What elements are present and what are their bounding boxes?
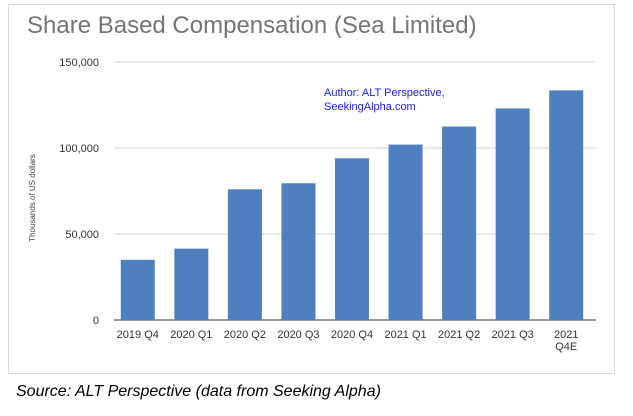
x-tick-label-line: 2021 Q2: [438, 329, 480, 341]
annotation-line: Author: ALT Perspective,: [324, 87, 445, 99]
bar: [495, 108, 530, 320]
source-caption: Source: ALT Perspective (data from Seeki…: [16, 383, 381, 400]
x-tick-label-line: Q4E: [555, 341, 577, 353]
x-tick-label-line: 2019 Q4: [117, 329, 159, 341]
bar: [120, 259, 155, 320]
x-tick-label: 2020 Q3: [277, 329, 319, 341]
x-tick-label: 2021 Q3: [492, 329, 534, 341]
x-tick-label: 2020 Q2: [224, 329, 266, 341]
bar: [281, 183, 316, 320]
x-tick-label: 2020 Q4: [331, 329, 373, 341]
bar: [549, 90, 584, 320]
bar: [335, 158, 369, 320]
x-tick-label-line: 2020 Q1: [170, 329, 212, 341]
bars: [120, 90, 584, 320]
x-tick-label: 2021 Q1: [384, 329, 426, 341]
bar: [174, 248, 209, 320]
y-axis-label: Thousands of US dollars: [28, 154, 37, 242]
x-tick-label-line: 2020 Q3: [277, 329, 319, 341]
x-tick-label: 2019 Q4: [117, 329, 159, 341]
x-tick-label-line: 2021 Q1: [384, 329, 426, 341]
y-tick-label: 150,000: [59, 57, 99, 69]
x-tick-label-line: 2020 Q4: [331, 329, 373, 341]
annotation-line: SeekingAlpha.com: [324, 101, 416, 113]
author-annotation: Author: ALT Perspective, SeekingAlpha.com: [324, 87, 445, 113]
y-tick-label: 0: [93, 315, 99, 327]
annotation-text: Author: ALT Perspective, SeekingAlpha.com: [324, 87, 445, 113]
x-tick-label-line: 2020 Q2: [224, 329, 266, 341]
x-tick-label: 2021 Q4E: [554, 329, 578, 353]
x-tick-label: 2020 Q1: [170, 329, 212, 341]
x-tick-label: 2021 Q2: [438, 329, 480, 341]
y-tick-label: 50,000: [65, 229, 99, 241]
y-tick-label: 100,000: [59, 143, 99, 155]
y-axis-ticks: 0 50,000 100,000 150,000: [59, 57, 99, 327]
x-tick-label-line: 2021: [554, 329, 578, 341]
chart-title: Share Based Compensation (Sea Limited): [27, 12, 477, 39]
bar: [442, 126, 477, 320]
x-axis-ticks: 2019 Q4 2020 Q1 2020 Q2 2020 Q3 2020 Q4 2021 …: [117, 329, 579, 353]
x-tick-label-line: 2021 Q3: [492, 329, 534, 341]
bar: [388, 144, 423, 320]
bar: [227, 189, 262, 320]
